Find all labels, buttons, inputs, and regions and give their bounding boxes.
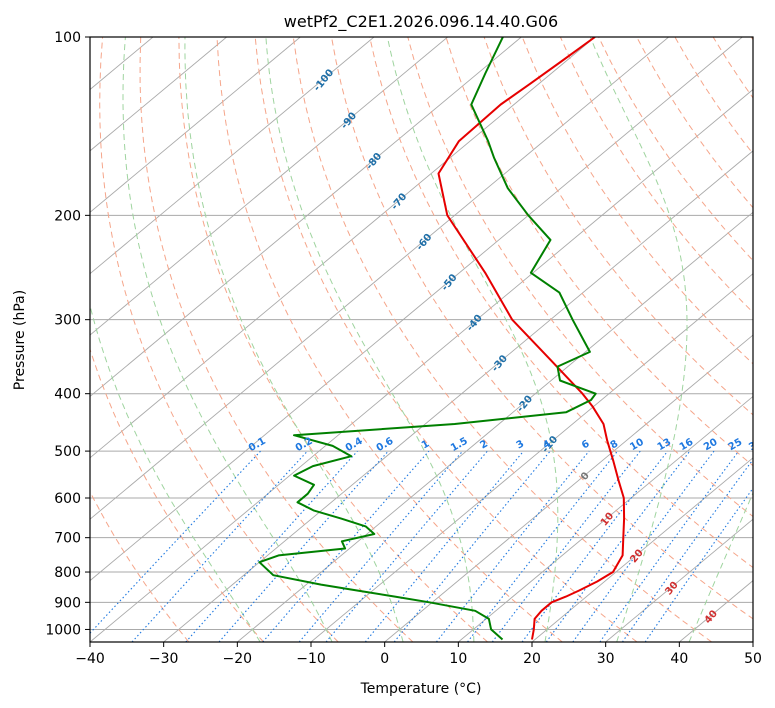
dry-adiabats (90, 37, 753, 642)
y-axis-label: Pressure (hPa) (12, 290, 28, 390)
mixing-ratio-label: 30 (747, 437, 765, 454)
moist-adiabat-line (90, 303, 261, 642)
mixing-ratio-line (599, 450, 740, 642)
x-tick-label: −20 (223, 651, 253, 667)
x-tick-label: 50 (744, 651, 762, 667)
mixing-ratio-line (644, 487, 753, 642)
y-tick-label: 800 (54, 565, 81, 581)
dry-adiabat-line (99, 37, 339, 642)
x-tick-label: −10 (296, 651, 326, 667)
x-tick-label: 40 (670, 651, 688, 667)
plot-frame (89, 36, 754, 643)
isotherm-line (90, 37, 301, 213)
mixing-ratio-lines (90, 450, 753, 642)
y-tick-label: 900 (54, 595, 81, 611)
mixing-ratio-line (131, 450, 308, 642)
dry-adiabat-line (178, 37, 488, 642)
y-tick-label: 700 (54, 531, 81, 547)
mixing-ratio-line (572, 450, 715, 642)
isotherm-line (237, 211, 753, 642)
y-tick-label: 300 (54, 313, 81, 329)
isotherm-line (90, 37, 227, 152)
moist-adiabat-line (122, 37, 333, 642)
mixing-ratio-line (185, 450, 358, 642)
y-tick-label: 100 (54, 30, 81, 46)
x-tick-label: −30 (149, 651, 179, 667)
moist-adiabat-line (386, 37, 559, 642)
dry-adiabat-line (90, 490, 190, 642)
dry-adiabat-line (483, 37, 753, 416)
mixing-ratio-line (545, 450, 691, 642)
mixing-ratio-line (325, 450, 488, 642)
dewpoint-profile-line (258, 37, 597, 641)
isotherm-line (384, 334, 753, 642)
x-tick-label: 0 (380, 651, 389, 667)
x-tick-label: −40 (75, 651, 105, 667)
y-tick-label: 400 (54, 387, 81, 403)
dry-adiabat-line (369, 37, 753, 569)
y-axis-ticks: 1000 900 800 700 600 500 400 300 200 100 (45, 30, 90, 638)
isotherm-line (90, 37, 448, 336)
mixing-ratio-line (364, 450, 525, 642)
x-axis-ticks: −40 −30 −20 −10 0 10 20 30 40 50 (75, 642, 762, 667)
dry-adiabat-line (292, 37, 712, 642)
isotherm-line (90, 37, 743, 582)
y-tick-label: 500 (54, 444, 81, 460)
mixing-ratio-label: 4 (541, 438, 553, 451)
isobar-grid (90, 37, 753, 630)
sounding-profiles (258, 37, 626, 641)
isotherm-line (90, 37, 669, 520)
plot-area: -100-90-80-70-60-50-40-30-20-10010203040… (90, 37, 765, 642)
mixing-ratio-line (393, 450, 551, 642)
dry-adiabat-line (90, 347, 264, 642)
dry-adiabat-line (407, 37, 753, 518)
dry-adiabat-line (254, 37, 638, 642)
mixing-ratio-label: 8 (609, 438, 621, 451)
y-tick-label: 600 (54, 491, 81, 507)
x-tick-label: 20 (523, 651, 541, 667)
isotherm-line (90, 37, 522, 398)
mixing-ratio-label: 6 (580, 438, 592, 451)
mixing-ratio-line (90, 450, 262, 634)
isotherm-line (90, 37, 596, 459)
isotherm-line (90, 37, 375, 275)
temperature-profile-line (437, 37, 626, 640)
mixing-ratio-label: 3 (515, 438, 527, 451)
y-tick-label: 200 (54, 208, 81, 224)
mixing-ratio-line (621, 458, 753, 642)
isotherm-line (458, 395, 753, 642)
moist-adiabat-line (589, 37, 688, 642)
mixing-ratio-line (435, 450, 590, 642)
mixing-ratio-label: 2 (478, 438, 490, 451)
mixing-ratio-line (218, 450, 389, 642)
dry-adiabat-line (331, 37, 753, 620)
isotherm-line (531, 457, 753, 642)
moist-adiabats (90, 37, 753, 642)
chart-title: wetPf2_C2E1.2026.096.14.40.G06 (284, 12, 558, 32)
dry-adiabat-line (216, 37, 563, 642)
dry-adiabat-line (445, 37, 753, 467)
mixing-ratio-label: 1 (420, 438, 432, 451)
x-tick-label: 10 (449, 651, 467, 667)
y-tick-label: 1000 (45, 622, 81, 638)
isotherm-grid (90, 37, 753, 642)
x-axis-label: Temperature (°C) (360, 681, 482, 697)
isotherm-line (163, 150, 753, 642)
isotherm-line (90, 88, 753, 642)
x-tick-label: 30 (597, 651, 615, 667)
moist-adiabat-line (265, 37, 475, 642)
moist-adiabat-line (184, 37, 404, 642)
isotherm-line (605, 518, 753, 642)
mixing-ratio-line (521, 450, 669, 642)
